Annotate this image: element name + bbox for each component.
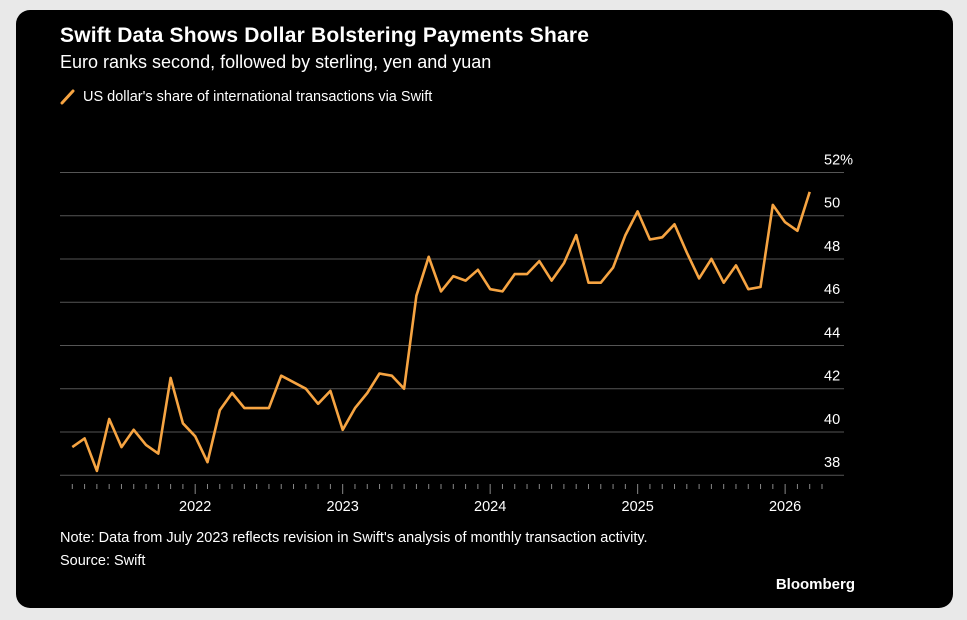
legend: US dollar's share of international trans… — [60, 89, 432, 105]
chart-subtitle: Euro ranks second, followed by sterling,… — [60, 52, 492, 72]
legend-label: US dollar's share of international trans… — [83, 89, 433, 105]
x-tick-label: 2024 — [474, 499, 506, 515]
usd-share-line — [71, 191, 811, 473]
chart-title: Swift Data Shows Dollar Bolstering Payme… — [60, 24, 590, 47]
y-tick-label: 40 — [824, 412, 840, 428]
chart-note: Note: Data from July 2023 reflects revis… — [60, 530, 648, 546]
y-tick-label: 48 — [824, 239, 840, 255]
x-tick-label: 2023 — [327, 499, 359, 515]
line-chart: 38 40 42 44 46 48 50 52% 2022 2023 2024 2025 2026 — [60, 152, 853, 515]
x-tick-label: 2026 — [769, 499, 801, 515]
y-tick-label: 38 — [824, 455, 840, 471]
y-axis-ticks: 38 40 42 44 46 48 50 52% — [824, 152, 853, 471]
series-layer — [71, 191, 811, 473]
chart-card: Swift Data Shows Dollar Bolstering Payme… — [16, 10, 953, 608]
x-tick-label: 2025 — [622, 499, 654, 515]
grid-layer — [60, 171, 844, 476]
chart-source: Source: Swift — [60, 553, 146, 569]
legend-line-icon — [60, 89, 75, 105]
y-tick-label: 52% — [824, 152, 853, 168]
y-tick-label: 46 — [824, 282, 840, 298]
y-tick-label: 50 — [824, 196, 840, 212]
bloomberg-logo: Bloomberg — [775, 576, 855, 593]
x-axis-ticks: 2022 2023 2024 2025 2026 — [71, 484, 823, 515]
x-tick-label: 2022 — [179, 499, 211, 515]
y-tick-label: 42 — [824, 369, 840, 385]
y-tick-label: 44 — [824, 325, 840, 341]
